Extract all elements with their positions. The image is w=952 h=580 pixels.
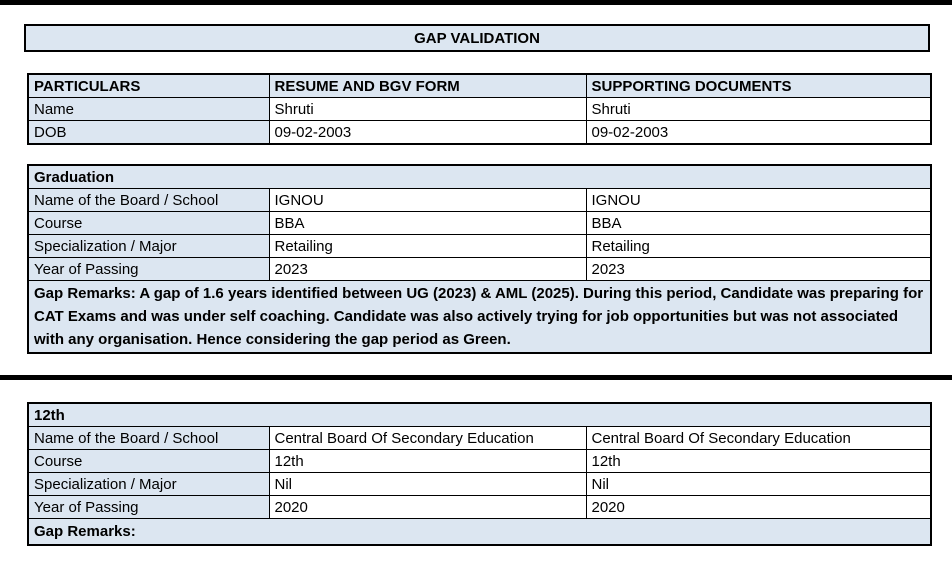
row-label-year-of-passing: Year of Passing — [27, 257, 270, 281]
table-row-year-of-passing: Year of Passing 2023 2023 — [27, 257, 932, 281]
personal-header-row: PARTICULARS RESUME AND BGV FORM SUPPORTI… — [27, 73, 932, 98]
column-header-resume-bgv-form: RESUME AND BGV FORM — [268, 73, 587, 98]
graduation-specialization-resume-value: Retailing — [268, 234, 587, 258]
table-row-board-school: Name of the Board / School IGNOU IGNOU — [27, 188, 932, 212]
row-label-specialization: Specialization / Major — [27, 234, 270, 258]
twelfth-board-supporting-value: Central Board Of Secondary Education — [585, 426, 932, 450]
graduation-course-resume-value: BBA — [268, 211, 587, 235]
table-row-course: Course 12th 12th — [27, 449, 932, 473]
twelfth-gap-remarks-row: Gap Remarks: — [27, 518, 932, 546]
twelfth-section-header-row: 12th — [27, 402, 932, 427]
name-resume-value: Shruti — [268, 97, 587, 121]
twelfth-specialization-resume-value: Nil — [268, 472, 587, 496]
graduation-section-title: Graduation — [27, 164, 932, 189]
twelfth-section-title: 12th — [27, 402, 932, 427]
row-label-name: Name — [27, 97, 270, 121]
twelfth-board-resume-value: Central Board Of Secondary Education — [268, 426, 587, 450]
twelfth-section-table: 12th Name of the Board / School Central … — [27, 402, 932, 546]
row-label-year-of-passing: Year of Passing — [27, 495, 270, 519]
column-header-particulars: PARTICULARS — [27, 73, 270, 98]
row-label-course: Course — [27, 449, 270, 473]
graduation-board-resume-value: IGNOU — [268, 188, 587, 212]
row-label-specialization: Specialization / Major — [27, 472, 270, 496]
graduation-gap-remarks-text: Gap Remarks: A gap of 1.6 years identifi… — [27, 280, 932, 354]
twelfth-course-supporting-value: 12th — [585, 449, 932, 473]
graduation-gap-remarks-row: Gap Remarks: A gap of 1.6 years identifi… — [27, 280, 932, 354]
row-label-board-school: Name of the Board / School — [27, 188, 270, 212]
table-row-board-school: Name of the Board / School Central Board… — [27, 426, 932, 450]
graduation-year-supporting-value: 2023 — [585, 257, 932, 281]
section-divider-rule — [0, 375, 952, 380]
twelfth-specialization-supporting-value: Nil — [585, 472, 932, 496]
twelfth-year-resume-value: 2020 — [268, 495, 587, 519]
page-title: GAP VALIDATION — [414, 29, 540, 47]
graduation-specialization-supporting-value: Retailing — [585, 234, 932, 258]
top-divider-rule — [0, 0, 952, 5]
twelfth-gap-remarks-text: Gap Remarks: — [27, 518, 932, 546]
row-label-board-school: Name of the Board / School — [27, 426, 270, 450]
row-label-dob: DOB — [27, 120, 270, 145]
table-row-name: Name Shruti Shruti — [27, 97, 932, 121]
graduation-board-supporting-value: IGNOU — [585, 188, 932, 212]
graduation-year-resume-value: 2023 — [268, 257, 587, 281]
graduation-section-table: Graduation Name of the Board / School IG… — [27, 164, 932, 354]
dob-resume-value: 09-02-2003 — [268, 120, 587, 145]
document-title-box: GAP VALIDATION — [24, 24, 930, 52]
gap-validation-document: GAP VALIDATION PARTICULARS RESUME AND BG… — [0, 0, 952, 546]
table-row-specialization: Specialization / Major Retailing Retaili… — [27, 234, 932, 258]
table-row-specialization: Specialization / Major Nil Nil — [27, 472, 932, 496]
column-header-supporting-documents: SUPPORTING DOCUMENTS — [585, 73, 932, 98]
graduation-section-header-row: Graduation — [27, 164, 932, 189]
row-label-course: Course — [27, 211, 270, 235]
table-row-year-of-passing: Year of Passing 2020 2020 — [27, 495, 932, 519]
dob-supporting-value: 09-02-2003 — [585, 120, 932, 145]
twelfth-year-supporting-value: 2020 — [585, 495, 932, 519]
graduation-course-supporting-value: BBA — [585, 211, 932, 235]
twelfth-course-resume-value: 12th — [268, 449, 587, 473]
table-row-dob: DOB 09-02-2003 09-02-2003 — [27, 120, 932, 145]
table-row-course: Course BBA BBA — [27, 211, 932, 235]
personal-details-table: PARTICULARS RESUME AND BGV FORM SUPPORTI… — [27, 73, 932, 145]
name-supporting-value: Shruti — [585, 97, 932, 121]
